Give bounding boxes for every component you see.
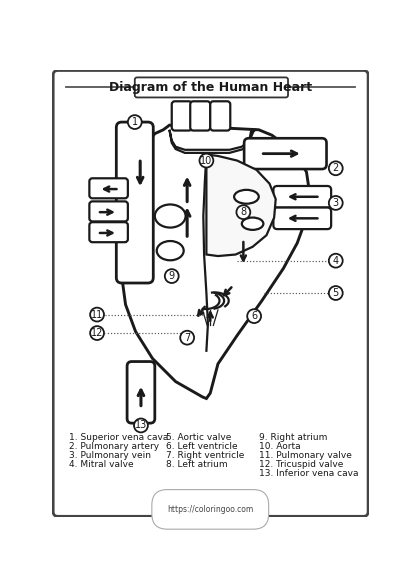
Circle shape — [180, 331, 194, 345]
Text: 13. Inferior vena cava: 13. Inferior vena cava — [259, 469, 358, 478]
Text: 8: 8 — [240, 207, 247, 217]
Text: 2. Pulmonary artery: 2. Pulmonary artery — [69, 442, 159, 451]
Ellipse shape — [242, 217, 263, 230]
Text: 11. Pulmonary valve: 11. Pulmonary valve — [259, 451, 352, 460]
Circle shape — [199, 153, 213, 167]
FancyBboxPatch shape — [273, 207, 331, 229]
Text: 9. Right atrium: 9. Right atrium — [259, 433, 327, 442]
Circle shape — [329, 254, 343, 268]
Polygon shape — [169, 130, 256, 153]
Polygon shape — [122, 125, 309, 399]
Text: 6: 6 — [251, 311, 257, 321]
Circle shape — [329, 162, 343, 175]
FancyBboxPatch shape — [273, 186, 331, 207]
Text: 1. Superior vena cava: 1. Superior vena cava — [69, 433, 169, 442]
Text: 4: 4 — [332, 256, 339, 266]
Text: Diagram of the Human Heart: Diagram of the Human Heart — [109, 81, 313, 94]
Text: 5. Aortic valve: 5. Aortic valve — [166, 433, 232, 442]
Text: 4. Mitral valve: 4. Mitral valve — [69, 460, 134, 469]
FancyBboxPatch shape — [89, 222, 128, 242]
Circle shape — [128, 115, 142, 129]
Text: 2: 2 — [332, 163, 339, 173]
Circle shape — [329, 196, 343, 210]
Ellipse shape — [155, 205, 186, 228]
Text: 7: 7 — [184, 333, 190, 343]
FancyBboxPatch shape — [135, 77, 288, 98]
Circle shape — [90, 308, 104, 321]
FancyBboxPatch shape — [53, 70, 368, 517]
FancyBboxPatch shape — [89, 202, 128, 221]
Text: 10: 10 — [200, 156, 212, 166]
FancyBboxPatch shape — [172, 101, 192, 131]
Circle shape — [329, 286, 343, 300]
Text: 1: 1 — [132, 117, 138, 127]
Text: 12. Tricuspid valve: 12. Tricuspid valve — [259, 460, 343, 469]
FancyBboxPatch shape — [127, 361, 155, 423]
Ellipse shape — [234, 190, 259, 204]
Circle shape — [236, 205, 250, 219]
FancyBboxPatch shape — [89, 178, 128, 198]
Text: 5: 5 — [332, 288, 339, 298]
Circle shape — [165, 269, 179, 283]
Circle shape — [134, 418, 148, 432]
FancyBboxPatch shape — [244, 138, 326, 169]
FancyBboxPatch shape — [210, 101, 230, 131]
Text: 6. Left ventricle: 6. Left ventricle — [166, 442, 238, 451]
Text: 8. Left atrium: 8. Left atrium — [166, 460, 228, 469]
Circle shape — [90, 326, 104, 340]
Text: 7. Right ventricle: 7. Right ventricle — [166, 451, 245, 460]
Text: 11: 11 — [91, 310, 103, 320]
Circle shape — [247, 309, 261, 323]
Text: https://coloringoo.com: https://coloringoo.com — [167, 505, 253, 514]
Text: 13: 13 — [135, 421, 147, 431]
Ellipse shape — [157, 241, 184, 260]
Text: 9: 9 — [169, 271, 175, 281]
Text: 10. Aorta: 10. Aorta — [259, 442, 300, 451]
Polygon shape — [206, 155, 276, 256]
Text: 3: 3 — [332, 198, 339, 208]
FancyBboxPatch shape — [116, 122, 153, 283]
FancyBboxPatch shape — [190, 101, 210, 131]
Text: 3. Pulmonary vein: 3. Pulmonary vein — [69, 451, 151, 460]
Text: 12: 12 — [91, 328, 103, 338]
